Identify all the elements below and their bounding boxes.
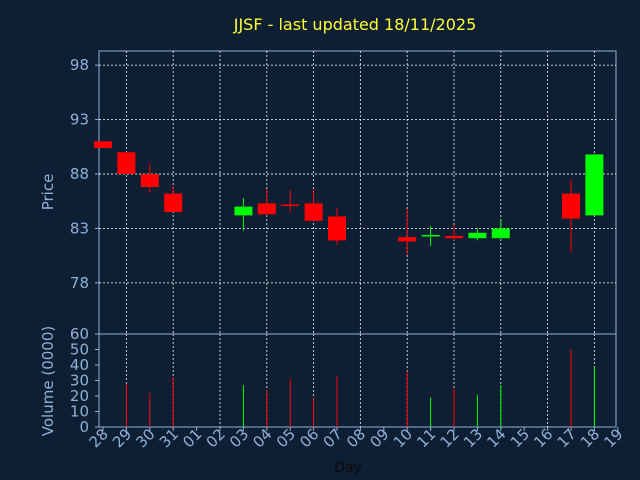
candle-body — [257, 203, 276, 215]
volume-panel — [98, 333, 617, 428]
candle — [234, 197, 253, 231]
x-tick-label: 10 — [390, 425, 416, 451]
candle-body — [421, 234, 440, 237]
x-tick-label: 17 — [554, 425, 580, 451]
volume-tick-label: 30 — [70, 372, 89, 390]
x-tick-label: 31 — [156, 425, 182, 451]
volume-tick-label: 40 — [70, 356, 89, 374]
candle — [421, 226, 440, 246]
x-tick-label: 04 — [249, 425, 275, 451]
x-tick-label: 06 — [296, 425, 322, 451]
x-tick-label: 15 — [507, 425, 533, 451]
candle-body — [234, 206, 253, 216]
x-tick-label: 11 — [413, 425, 439, 451]
x-tick-label: 12 — [437, 425, 463, 451]
volume-tick-label: 20 — [70, 387, 89, 405]
candle-body — [562, 193, 580, 219]
x-tick-label: 30 — [132, 425, 158, 451]
x-axis-label: Day — [334, 460, 362, 476]
candle — [117, 152, 136, 174]
volume-axis-label: Volume (0000) — [39, 326, 57, 436]
price-tick-label: 83 — [70, 219, 89, 237]
price-panel — [98, 50, 617, 335]
x-tick-label: 01 — [179, 425, 205, 451]
price-axis-label: Price — [39, 174, 57, 211]
candle — [445, 225, 463, 241]
x-tick-label: 19 — [600, 425, 626, 451]
volume-tick-label: 0 — [79, 418, 89, 436]
candle-body — [94, 141, 112, 148]
volume-bars — [125, 349, 595, 427]
volume-tick-label: 50 — [70, 341, 89, 359]
x-tick-label: 03 — [226, 425, 252, 451]
candle — [140, 163, 159, 193]
x-tick-label: 08 — [343, 425, 369, 451]
price-tick-label: 88 — [70, 165, 89, 183]
candle-body — [164, 193, 183, 213]
candle-body — [398, 237, 417, 242]
candle-body — [328, 216, 346, 241]
candle — [562, 179, 580, 253]
candle — [468, 228, 487, 241]
candle — [94, 141, 112, 148]
x-tick-label: 13 — [460, 425, 486, 451]
candle — [304, 189, 323, 221]
x-tick-label: 02 — [203, 425, 229, 451]
candle-body — [281, 204, 300, 206]
price-tick-layer: 78 83 88 93 98 — [70, 56, 99, 292]
x-tick-label: 16 — [530, 425, 556, 451]
candle — [491, 219, 510, 239]
chart-title: JJSF - last updated 18/11/2025 — [233, 15, 477, 34]
candle-body — [445, 236, 463, 239]
candle-body — [117, 152, 136, 174]
x-tick-label: 28 — [86, 425, 112, 451]
candle — [281, 190, 300, 213]
candle-body — [140, 173, 159, 188]
candle — [398, 208, 417, 255]
candle-body — [304, 203, 323, 221]
candle — [164, 185, 183, 213]
candle-body — [491, 228, 510, 239]
price-tick-label: 98 — [70, 56, 89, 74]
x-tick-label: 29 — [109, 425, 135, 451]
candle-body — [585, 154, 604, 216]
volume-tick-label: 10 — [70, 403, 89, 421]
x-tick-label: 14 — [483, 425, 509, 451]
candle — [257, 189, 276, 215]
candle — [585, 154, 604, 216]
x-tick-label: 07 — [320, 425, 346, 451]
x-tick-label: 05 — [273, 425, 299, 451]
x-tick-label: 18 — [577, 425, 603, 451]
x-tick-label: 09 — [366, 425, 392, 451]
volume-tick-label: 60 — [70, 325, 89, 343]
candles — [94, 141, 604, 255]
price-tick-label: 78 — [70, 274, 89, 292]
price-tick-label: 93 — [70, 111, 89, 129]
candle — [328, 207, 346, 245]
candle-body — [468, 232, 487, 239]
x-tick-layer: 2829303101020304050607080910111213141516… — [86, 425, 627, 451]
